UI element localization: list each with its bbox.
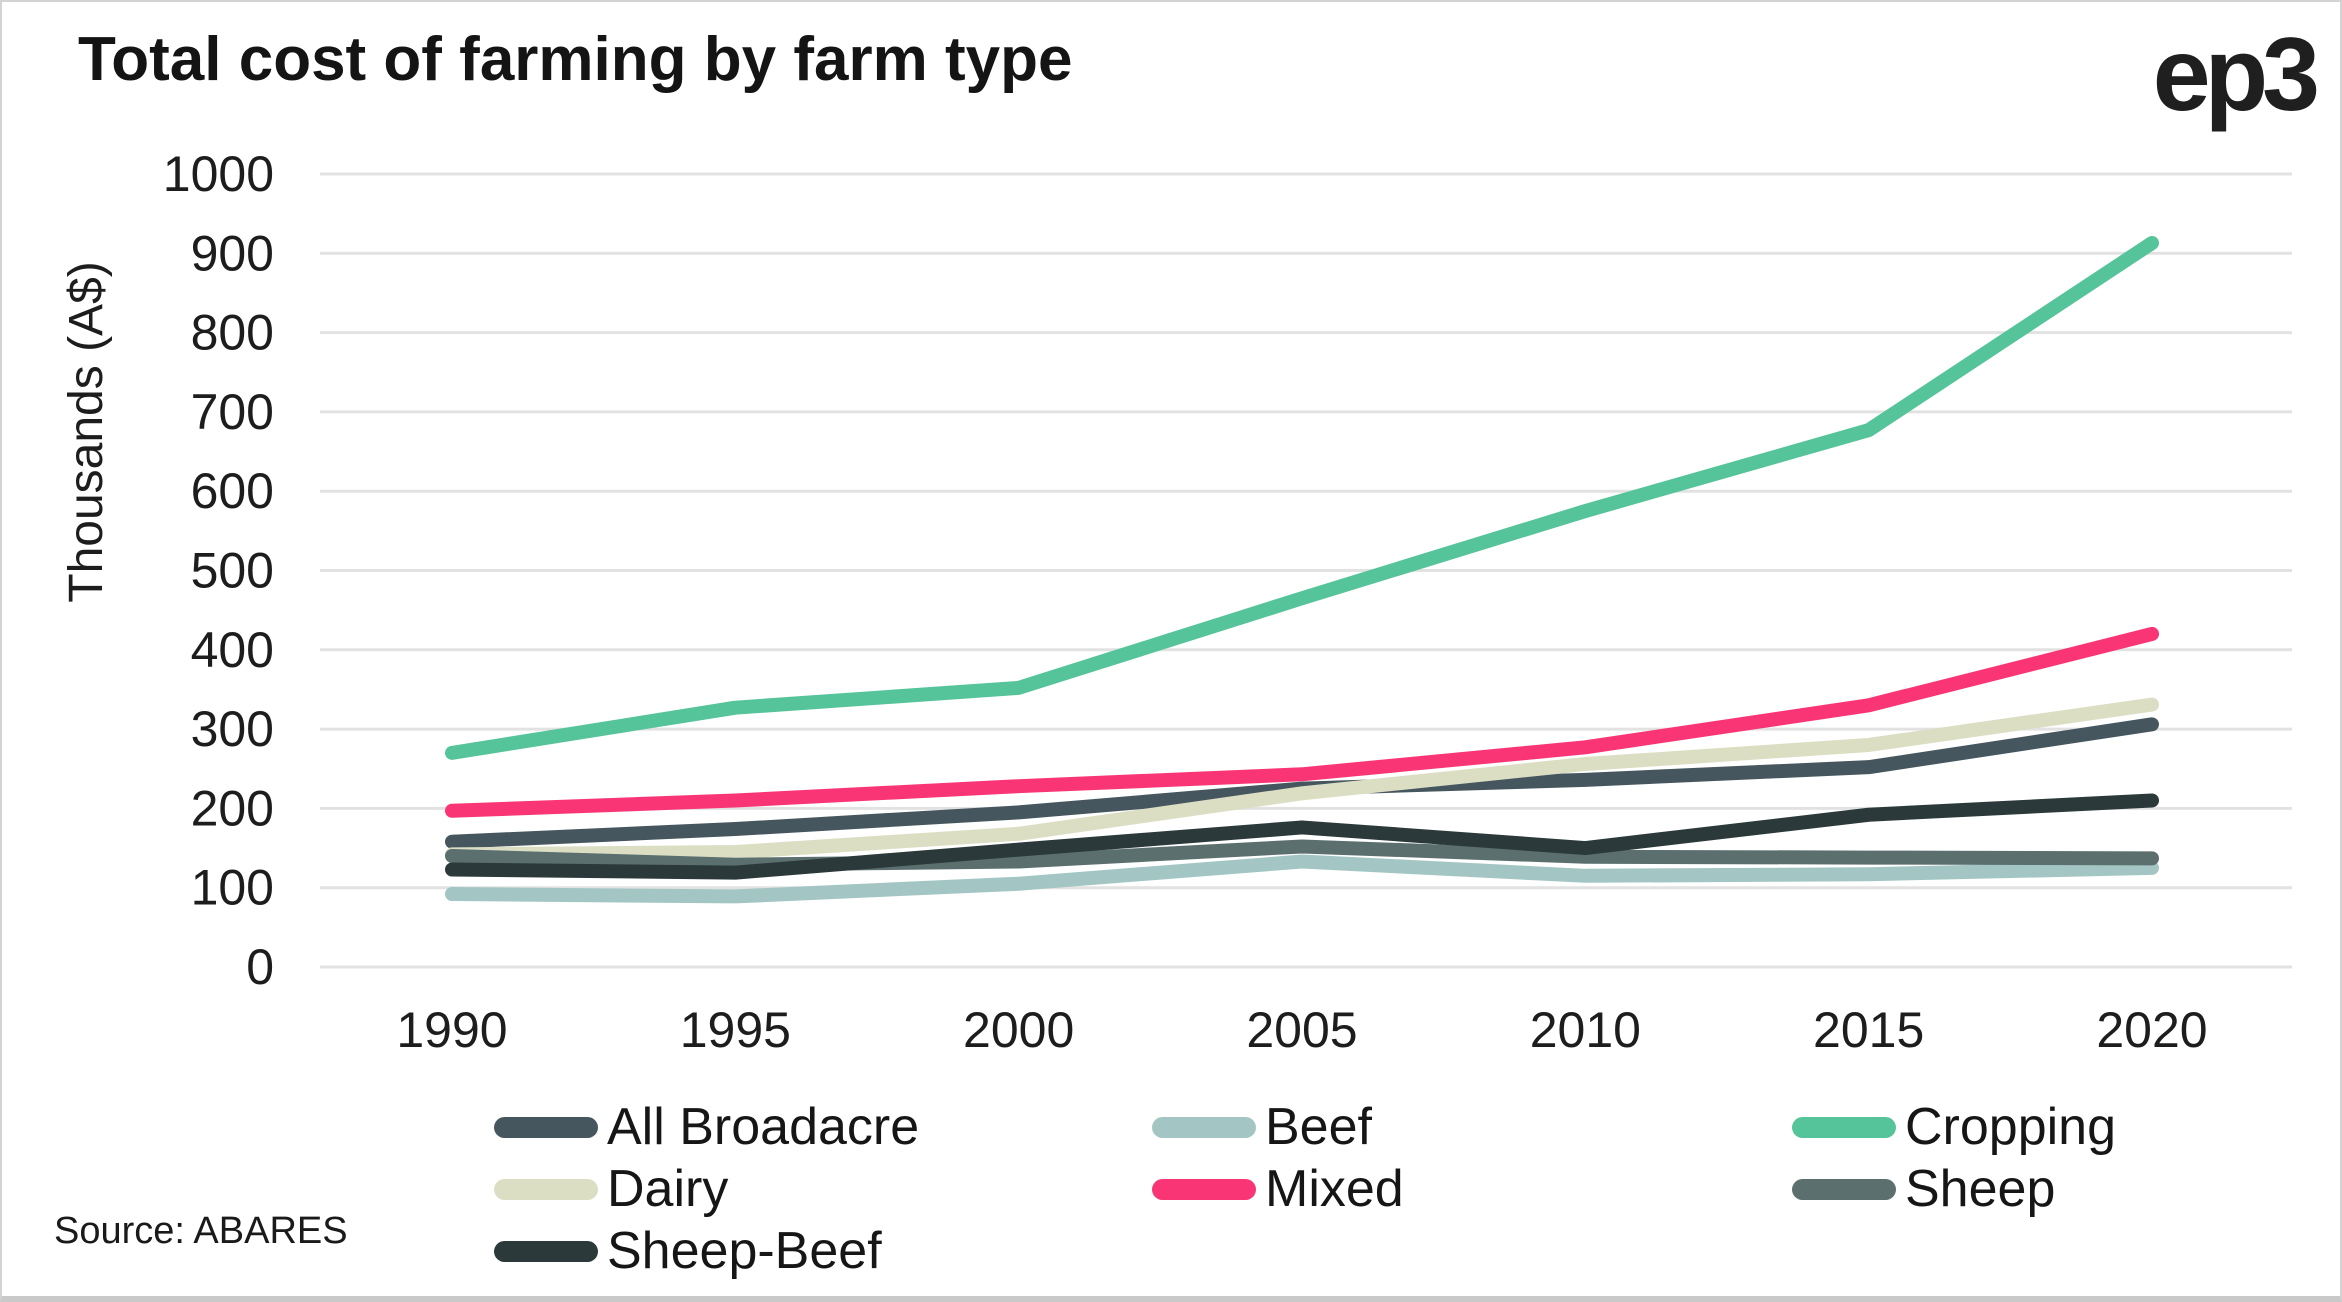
x-tick-label: 1995 [680,1002,791,1058]
y-tick-label: 600 [191,463,274,519]
legend-swatch-all-broadacre [494,1116,598,1138]
series-line-sheep-beef [445,793,2159,880]
source-attribution: Source: ABARES [54,1210,348,1252]
y-tick-label: 400 [191,622,274,678]
series-line-dairy [445,697,2159,862]
x-tick-label: 2020 [2096,1002,2207,1058]
y-axis-title: Thousands (A$) [60,261,113,603]
legend-label-all-broadacre: All Broadacre [607,1098,920,1156]
series-line-sheep [445,839,2159,872]
legend-item-cropping: Cropping [1792,1096,2294,1158]
y-tick-label: 200 [191,780,274,836]
ep3-logo: ep3 [2152,17,2320,133]
x-tick-label: 1990 [396,1002,507,1058]
y-tick-label: 100 [191,860,274,916]
x-tick-label: 2000 [963,1002,1074,1058]
legend-item-sheep-beef: Sheep-Beef [494,1220,1152,1282]
legend-swatch-sheep-beef [494,1240,598,1262]
x-tick-label: 2005 [1246,1002,1357,1058]
legend-swatch-sheep [1792,1178,1896,1200]
legend-item-mixed: Mixed [1152,1158,1792,1220]
legend-label-sheep-beef: Sheep-Beef [607,1222,882,1280]
x-tick-label: 2015 [1813,1002,1924,1058]
y-tick-label: 800 [191,305,274,361]
legend-label-cropping: Cropping [1905,1098,2117,1156]
legend-item-sheep: Sheep [1792,1158,2294,1220]
chart-legend: All Broadacre Beef Cropping Dairy Mixed … [494,1096,2294,1282]
y-tick-label: 900 [191,225,274,281]
legend-item-all-broadacre: All Broadacre [494,1096,1152,1158]
legend-label-mixed: Mixed [1265,1160,1404,1218]
series-line-mixed [445,626,2159,818]
legend-label-beef: Beef [1265,1098,1372,1156]
chart-title: Total cost of farming by farm type [78,25,1073,94]
legend-swatch-beef [1152,1116,1256,1138]
series-line-beef [445,854,2159,904]
x-tick-label: 2010 [1530,1002,1641,1058]
legend-item-beef: Beef [1152,1096,1792,1158]
y-tick-label: 700 [191,384,274,440]
legend-swatch-cropping [1792,1116,1896,1138]
legend-item-dairy: Dairy [494,1158,1152,1220]
legend-swatch-dairy [494,1178,598,1200]
y-tick-label: 500 [191,543,274,599]
legend-label-dairy: Dairy [607,1160,729,1218]
y-tick-label: 1000 [163,146,274,202]
legend-label-sheep: Sheep [1905,1160,2056,1218]
series-line-cropping [445,235,2159,760]
legend-swatch-mixed [1152,1178,1256,1200]
y-tick-label: 0 [246,939,274,995]
y-tick-label: 300 [191,701,274,757]
